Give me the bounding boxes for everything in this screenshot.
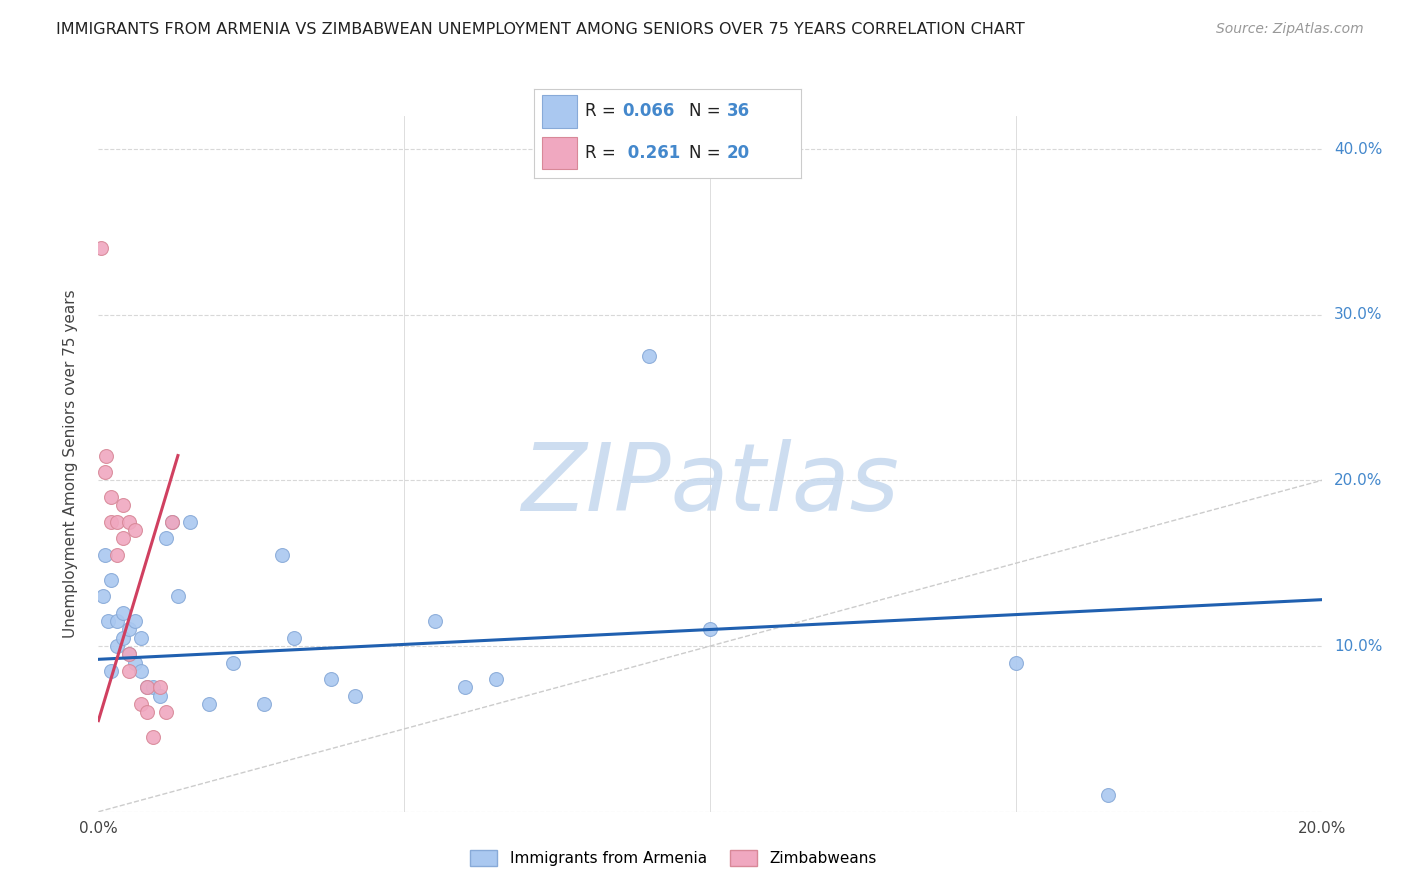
Point [124, 523, 146, 537]
Point [485, 672, 508, 686]
Point [100, 515, 122, 529]
Point [637, 349, 661, 363]
Point [222, 656, 245, 670]
Point [136, 681, 159, 695]
Point [167, 590, 190, 604]
Point [129, 664, 152, 678]
Point [160, 515, 183, 529]
Legend: Immigrants from Armenia, Zimbabweans: Immigrants from Armenia, Zimbabweans [463, 842, 884, 873]
Point [111, 631, 134, 645]
Point [454, 681, 477, 695]
Point [124, 614, 146, 628]
Point [283, 631, 305, 645]
Text: 40.0%: 40.0% [1334, 142, 1382, 157]
Point [1004, 656, 1026, 670]
Point [100, 664, 122, 678]
Point [93, 465, 115, 479]
Point [93, 548, 115, 562]
Point [118, 648, 141, 662]
Point [344, 689, 367, 703]
Text: N =: N = [689, 145, 725, 162]
Point [91, 590, 114, 604]
Text: 0.261: 0.261 [623, 145, 681, 162]
Point [97, 614, 120, 628]
Point [118, 515, 141, 529]
Point [270, 548, 292, 562]
Point [136, 706, 159, 720]
Point [118, 664, 141, 678]
Point [149, 681, 172, 695]
Text: R =: R = [585, 145, 621, 162]
Point [100, 573, 122, 587]
Point [105, 614, 128, 628]
Point [90, 242, 112, 256]
Point [105, 639, 128, 653]
Point [142, 730, 165, 744]
Point [423, 614, 446, 628]
Point [100, 490, 122, 504]
Point [105, 548, 128, 562]
Point [111, 498, 134, 512]
Point [160, 515, 183, 529]
Point [149, 689, 172, 703]
Text: 10.0%: 10.0% [1334, 639, 1382, 654]
Point [155, 706, 177, 720]
Point [1097, 788, 1119, 802]
Point [129, 697, 152, 711]
Text: N =: N = [689, 103, 725, 120]
Point [94, 449, 117, 463]
Point [118, 623, 141, 637]
Text: 20.0%: 20.0% [1334, 473, 1382, 488]
Point [252, 697, 274, 711]
Text: 0.066: 0.066 [623, 103, 675, 120]
Text: 30.0%: 30.0% [1334, 307, 1382, 322]
Text: ZIPatlas: ZIPatlas [522, 439, 898, 530]
Y-axis label: Unemployment Among Seniors over 75 years: Unemployment Among Seniors over 75 years [63, 290, 77, 638]
Text: 36: 36 [727, 103, 749, 120]
Point [142, 681, 165, 695]
Point [699, 623, 721, 637]
Point [155, 532, 177, 546]
Point [179, 515, 201, 529]
Text: 20: 20 [727, 145, 749, 162]
Point [105, 515, 128, 529]
Text: R =: R = [585, 103, 621, 120]
Point [118, 648, 141, 662]
Point [136, 681, 159, 695]
Point [319, 672, 342, 686]
Bar [543, 95, 576, 128]
Point [197, 697, 219, 711]
Bar [543, 137, 576, 169]
Point [111, 532, 134, 546]
Point [111, 606, 134, 620]
Point [129, 631, 152, 645]
Text: IMMIGRANTS FROM ARMENIA VS ZIMBABWEAN UNEMPLOYMENT AMONG SENIORS OVER 75 YEARS C: IMMIGRANTS FROM ARMENIA VS ZIMBABWEAN UN… [56, 22, 1025, 37]
Text: Source: ZipAtlas.com: Source: ZipAtlas.com [1216, 22, 1364, 37]
Point [124, 656, 146, 670]
